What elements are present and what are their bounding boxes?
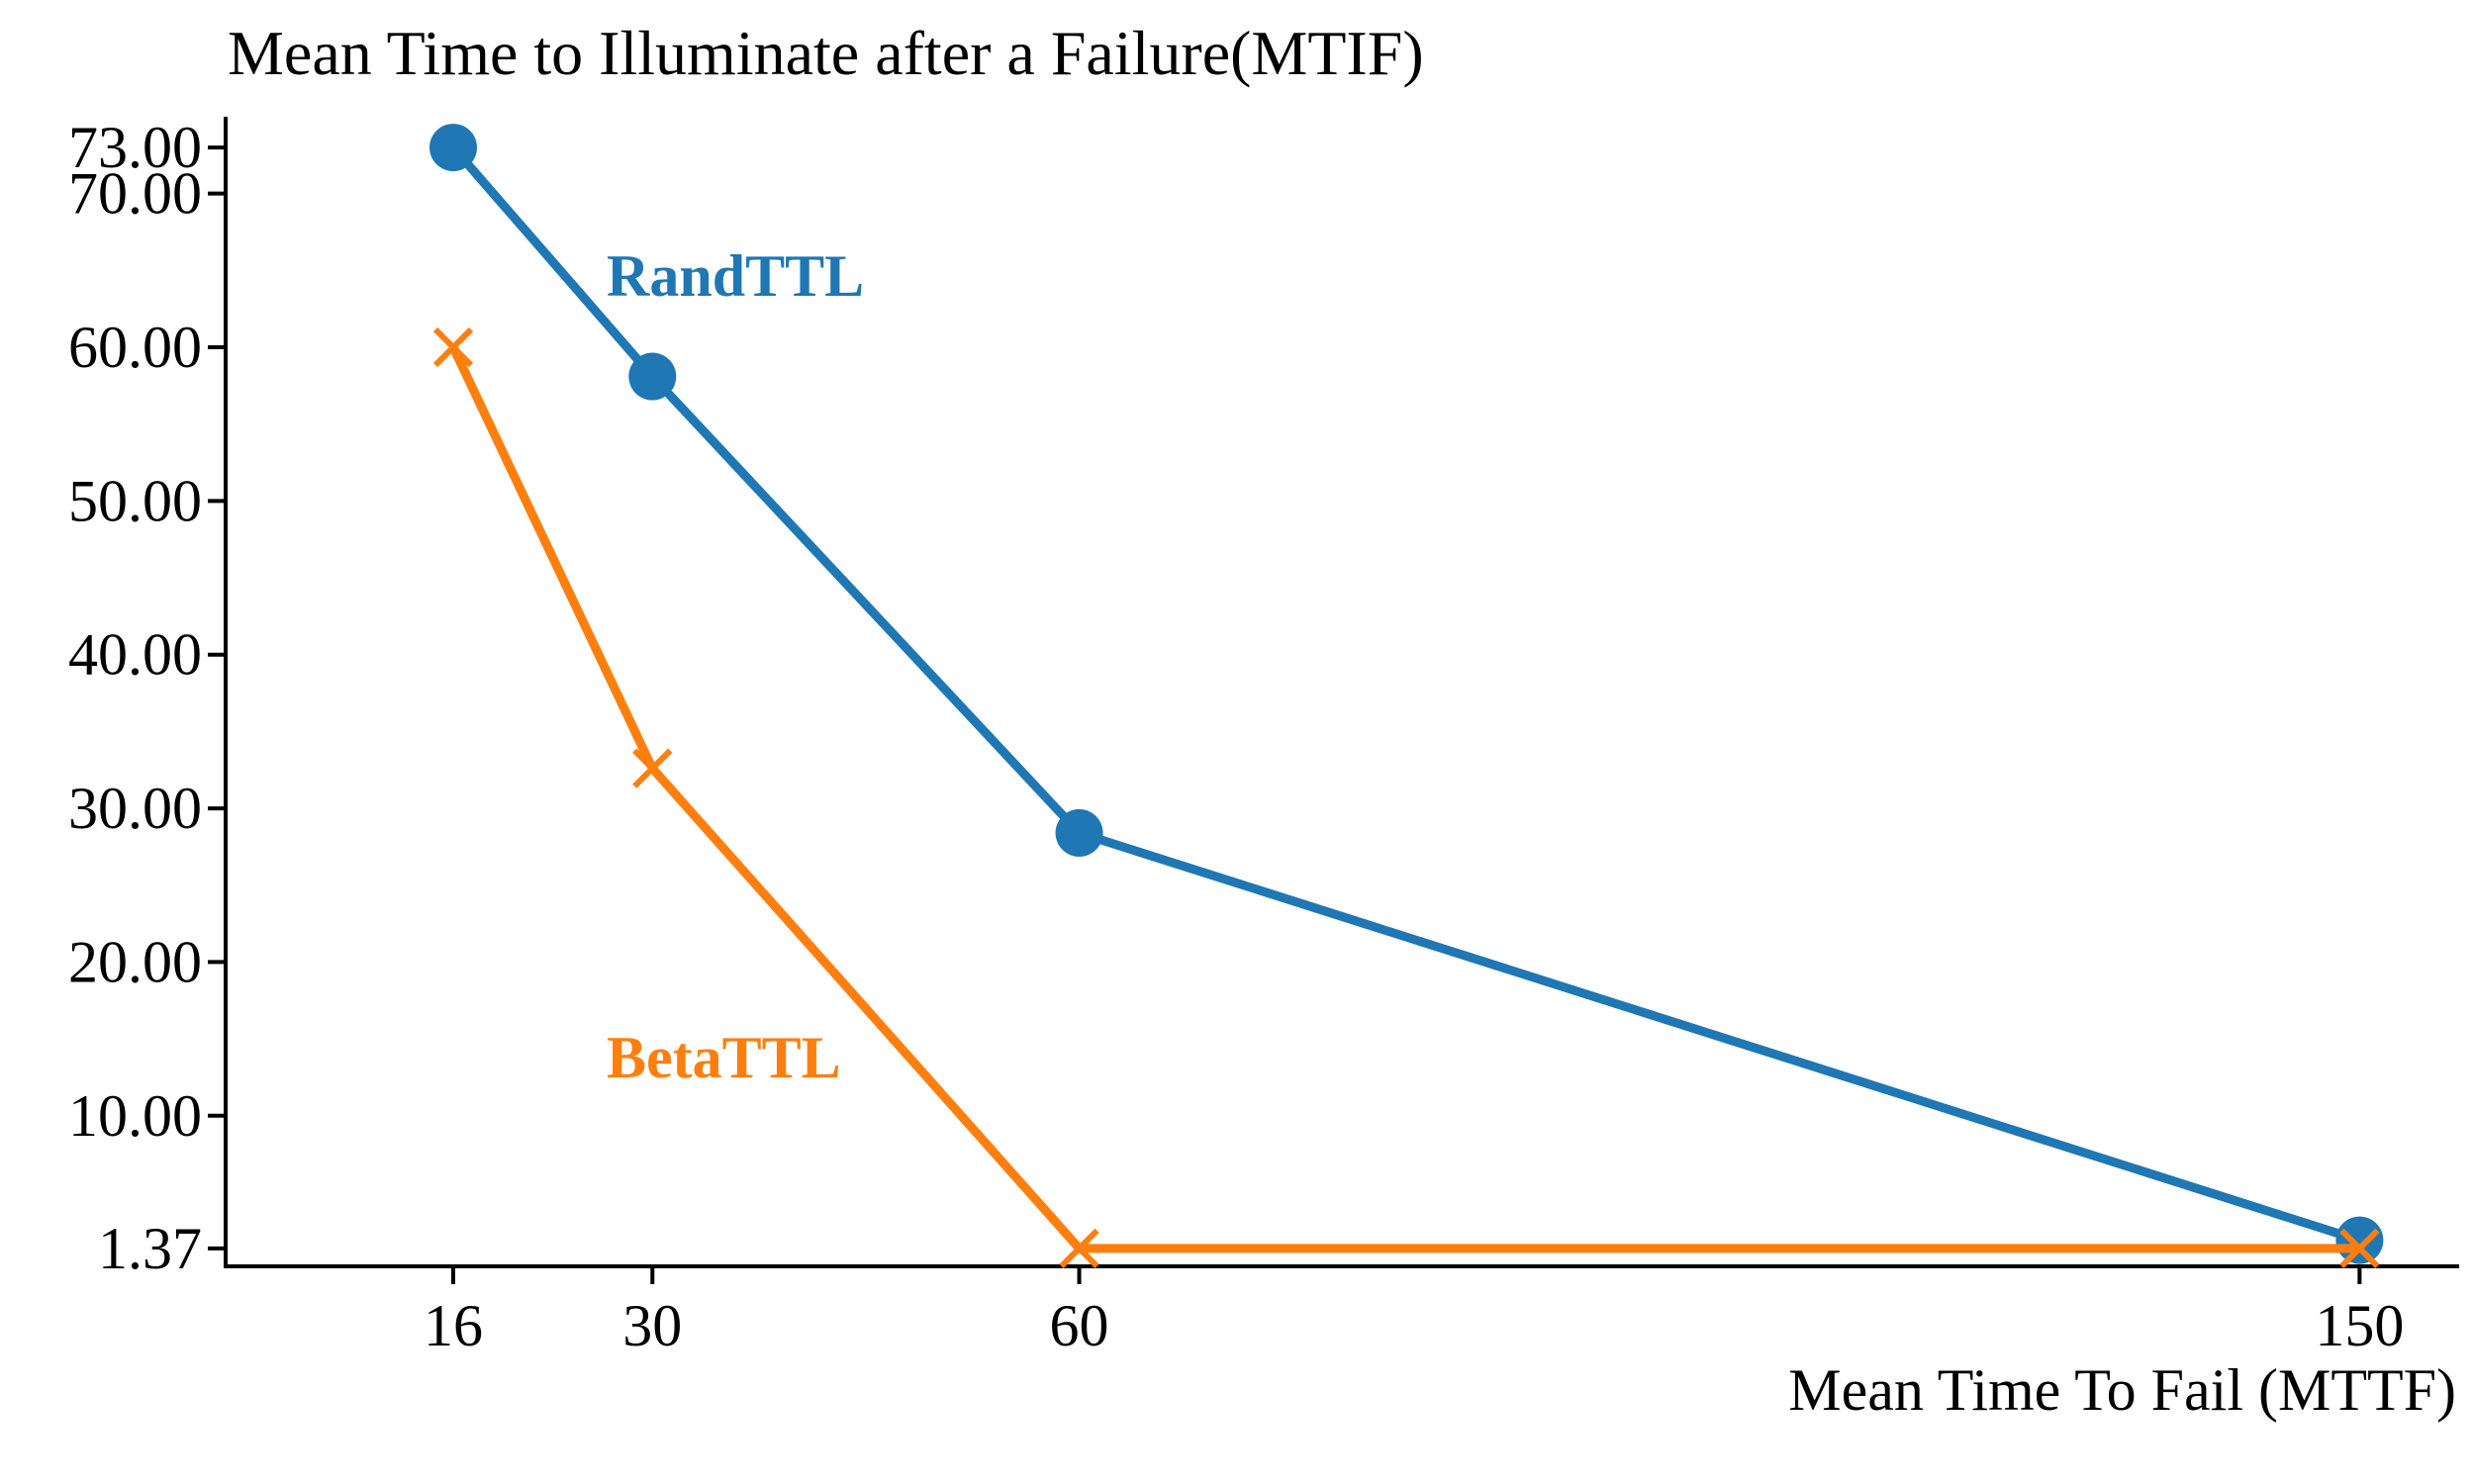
y-tick-label: 30.00 [68,776,202,841]
data-point [2335,1216,2384,1264]
data-point [628,352,677,401]
y-tick-label: 73.00 [68,115,202,180]
y-tick-label: 1.37 [98,1216,202,1281]
y-tick-label: 60.00 [68,315,202,380]
x-tick-label: 16 [424,1293,483,1358]
data-point [1055,808,1103,857]
series-betattl: BetaTTL [432,326,2380,1268]
plot-area: RandTTL BetaTTL [429,124,2384,1268]
x-tick-label: 60 [1050,1293,1109,1358]
series-label: RandTTL [607,243,864,309]
data-point [2339,1228,2380,1268]
series-label: BetaTTL [607,1025,841,1090]
series-line [448,342,2364,1253]
y-tick-label: 70.00 [68,161,202,227]
axes: 1.37 10.00 20.00 30.00 40.00 50.00 60.00 70.007… [68,115,2459,1358]
series-randttl: RandTTL [429,124,2384,1264]
series-line [448,142,2364,1246]
data-point [632,748,673,788]
x-tick-label: 30 [622,1293,682,1358]
data-point [1059,1228,1099,1268]
x-tick-label: 150 [2315,1293,2404,1358]
y-tick-label: 20.00 [68,929,202,994]
y-tick-label: 50.00 [68,468,202,533]
data-point [432,326,474,368]
y-tick-label: 10.00 [68,1083,202,1149]
x-axis-label: Mean Time To Fail (MTTF) [1788,1357,2456,1423]
y-tick-label: 40.00 [68,622,202,688]
data-point [429,124,478,172]
chart-title: Mean Time to Illuminate after a Failure(… [228,18,1424,88]
